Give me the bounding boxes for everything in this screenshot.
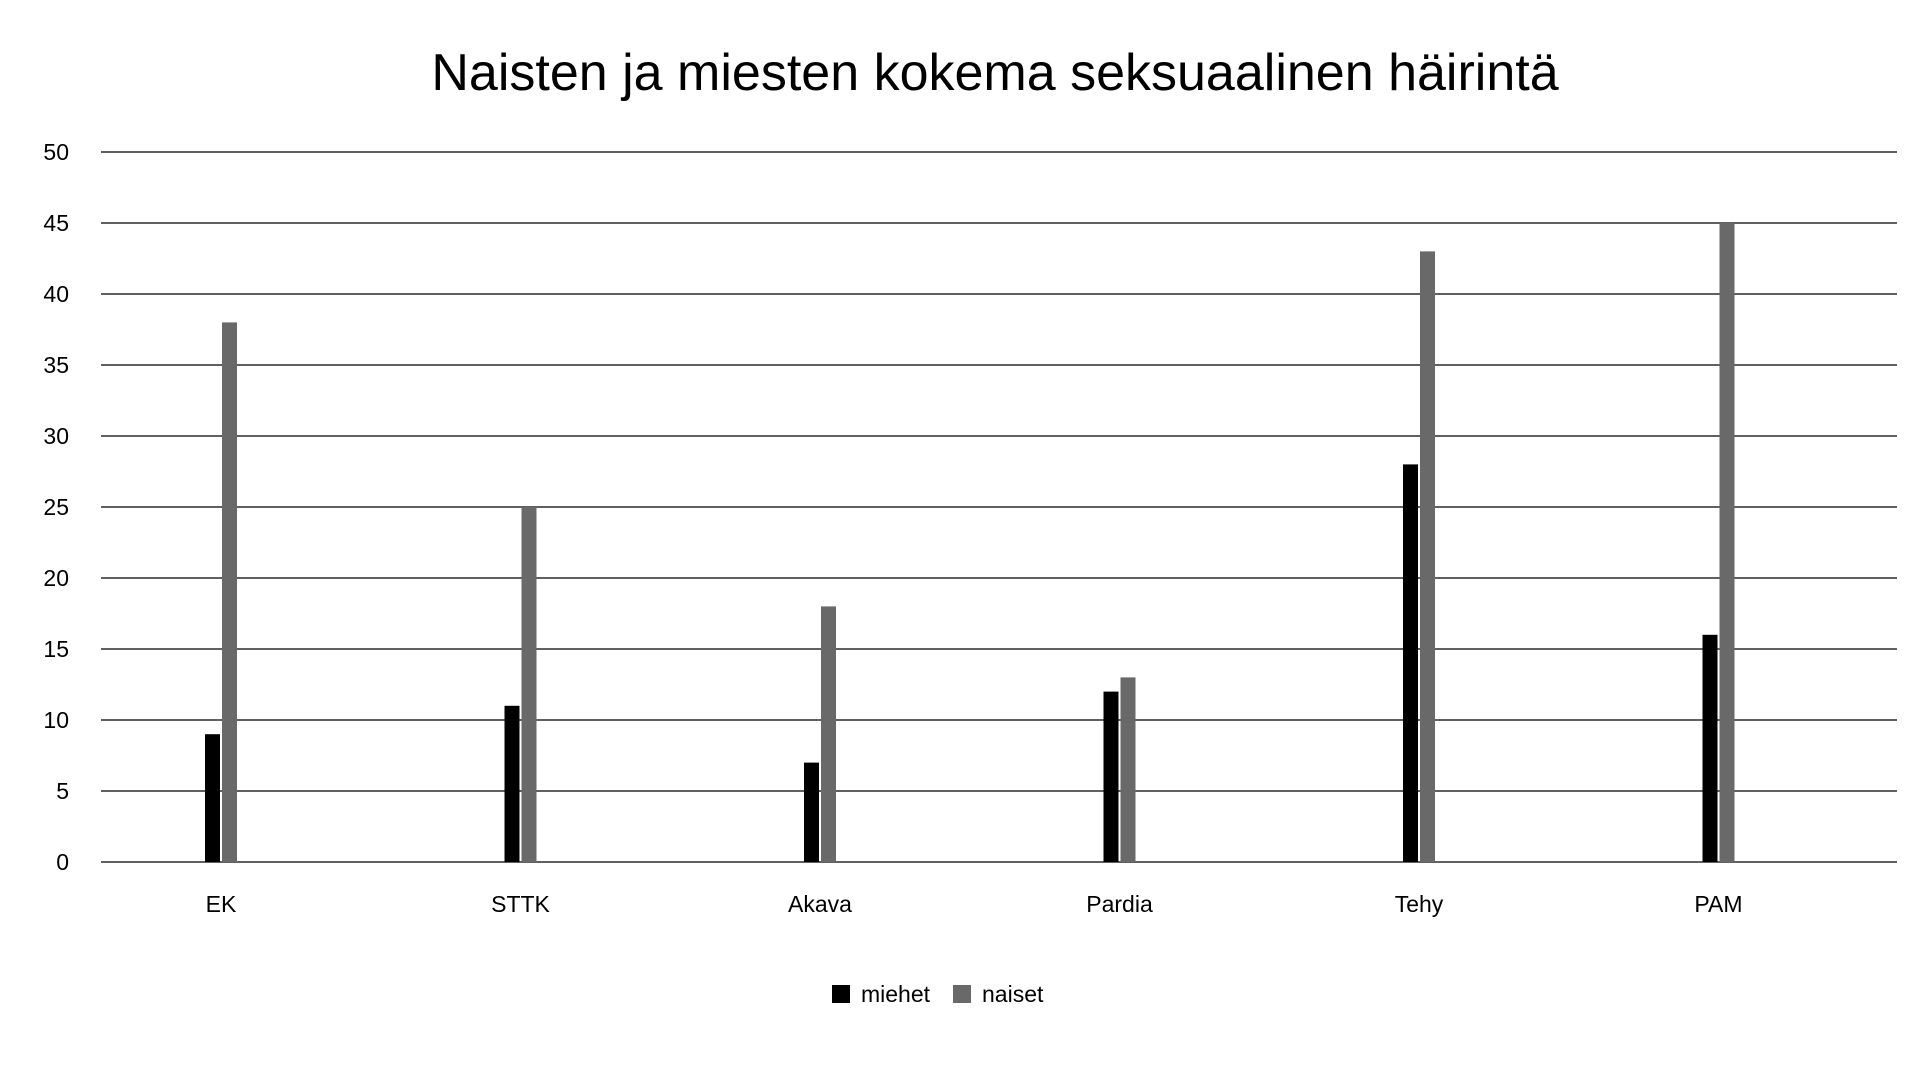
y-tick-label: 30 [43, 423, 69, 449]
bar-naiset-PAM [1719, 223, 1735, 862]
x-axis-categories: EK STTK Akava Pardia Tehy PAM [206, 891, 1743, 917]
bar-miehet-EK [205, 734, 220, 862]
bar-miehet-Pardia [1103, 691, 1119, 862]
y-tick-label: 25 [43, 494, 69, 520]
chart-title: Naisten ja miesten kokema seksuaalinen h… [431, 44, 1558, 102]
legend-swatch-naiset [953, 985, 971, 1003]
category-label: EK [206, 891, 237, 917]
bar-naiset-Tehy [1420, 251, 1435, 862]
bar-naiset-Akava [821, 606, 836, 862]
legend-label-miehet: miehet [861, 981, 931, 1007]
category-label: Pardia [1086, 891, 1153, 917]
bar-naiset-Pardia [1120, 677, 1136, 862]
legend-swatch-miehet [832, 985, 850, 1003]
bar-naiset-STTK [521, 507, 537, 862]
y-tick-label: 20 [43, 565, 69, 591]
y-tick-label: 35 [43, 352, 69, 378]
gridlines [101, 151, 1897, 863]
bar-naiset-EK [222, 322, 237, 862]
bar-miehet-STTK [504, 705, 520, 862]
bars [205, 223, 1735, 862]
bar-miehet-Akava [804, 762, 819, 862]
y-tick-label: 5 [56, 778, 69, 804]
category-label: Tehy [1395, 891, 1444, 917]
y-tick-label: 15 [43, 636, 69, 662]
y-tick-label: 0 [56, 849, 69, 875]
y-tick-label: 45 [43, 210, 69, 236]
bar-miehet-PAM [1702, 634, 1718, 862]
category-label: Akava [788, 891, 852, 917]
legend: miehet naiset [832, 981, 1044, 1007]
y-tick-label: 50 [43, 139, 69, 165]
y-tick-label: 10 [43, 707, 69, 733]
bar-miehet-Tehy [1403, 464, 1418, 862]
category-label: PAM [1694, 891, 1742, 917]
category-label: STTK [491, 891, 550, 917]
legend-label-naiset: naiset [982, 981, 1044, 1007]
y-tick-label: 40 [43, 281, 69, 307]
y-axis-ticks: 0 5 10 15 20 25 30 35 40 45 50 [43, 139, 69, 875]
